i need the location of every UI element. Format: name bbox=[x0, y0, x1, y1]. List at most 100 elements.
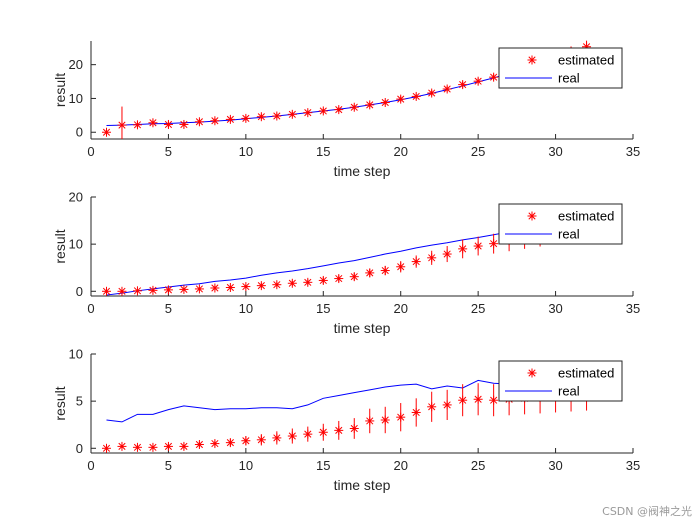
data-point-estimated bbox=[334, 274, 344, 284]
x-axis-label: time step bbox=[334, 163, 391, 179]
data-point-estimated bbox=[318, 106, 328, 116]
data-point-estimated bbox=[272, 280, 282, 290]
legend: estimated real bbox=[498, 360, 623, 402]
data-point-estimated bbox=[349, 272, 359, 282]
data-point-estimated bbox=[101, 443, 111, 453]
data-point-estimated bbox=[442, 84, 452, 94]
data-point-estimated bbox=[380, 266, 390, 276]
data-point-estimated bbox=[303, 277, 313, 287]
data-point-estimated bbox=[349, 102, 359, 112]
x-tick-label: 20 bbox=[393, 144, 407, 159]
y-tick-label: 0 bbox=[76, 284, 83, 299]
data-point-estimated bbox=[396, 94, 406, 104]
legend-label-real: real bbox=[558, 384, 580, 399]
data-point-estimated bbox=[489, 395, 499, 405]
x-tick-label: 35 bbox=[626, 301, 640, 316]
y-tick-label: 10 bbox=[69, 91, 83, 106]
data-point-estimated bbox=[194, 117, 204, 127]
legend-box bbox=[498, 360, 623, 402]
legend: estimated real bbox=[498, 47, 623, 89]
data-point-estimated bbox=[303, 108, 313, 118]
x-tick-label: 15 bbox=[316, 458, 330, 473]
x-tick-label: 20 bbox=[393, 458, 407, 473]
data-point-estimated bbox=[458, 244, 468, 254]
legend-label-estimated: estimated bbox=[558, 366, 614, 381]
data-point-estimated bbox=[427, 253, 437, 263]
x-tick-label: 15 bbox=[316, 301, 330, 316]
data-point-estimated bbox=[132, 120, 142, 130]
data-point-estimated bbox=[489, 239, 499, 249]
legend-marker-estimated bbox=[527, 368, 537, 378]
y-tick-label: 20 bbox=[69, 190, 83, 205]
x-tick-label: 35 bbox=[626, 144, 640, 159]
y-tick-label: 10 bbox=[69, 237, 83, 252]
data-point-estimated bbox=[318, 427, 328, 437]
data-point-estimated bbox=[287, 431, 297, 441]
data-point-estimated bbox=[427, 402, 437, 412]
data-point-estimated bbox=[225, 283, 235, 293]
y-tick-label: 10 bbox=[69, 347, 83, 362]
legend-label-real: real bbox=[558, 71, 580, 86]
data-point-estimated bbox=[117, 441, 127, 451]
data-point-estimated bbox=[132, 286, 142, 296]
data-point-estimated bbox=[458, 80, 468, 90]
data-point-estimated bbox=[318, 275, 328, 285]
data-point-estimated bbox=[272, 111, 282, 121]
y-tick-label: 0 bbox=[76, 441, 83, 456]
x-tick-label: 0 bbox=[87, 458, 94, 473]
data-point-estimated bbox=[256, 435, 266, 445]
legend-marker-estimated bbox=[527, 55, 537, 65]
x-tick-label: 35 bbox=[626, 458, 640, 473]
data-point-estimated bbox=[210, 439, 220, 449]
y-tick-label: 0 bbox=[76, 125, 83, 140]
data-point-estimated bbox=[334, 425, 344, 435]
legend-label-estimated: estimated bbox=[558, 53, 614, 68]
data-point-estimated bbox=[334, 105, 344, 115]
y-axis-label: result bbox=[52, 73, 68, 107]
data-point-estimated bbox=[442, 400, 452, 410]
subplot-3: 0 5 10 15 20 25 30 35 0 5 10 time step result estimat… bbox=[52, 347, 640, 494]
data-point-estimated bbox=[365, 268, 375, 278]
data-point-estimated bbox=[148, 118, 158, 128]
legend-label-estimated: estimated bbox=[558, 209, 614, 224]
data-point-estimated bbox=[458, 395, 468, 405]
data-point-estimated bbox=[303, 429, 313, 439]
x-tick-label: 0 bbox=[87, 144, 94, 159]
y-tick-label: 20 bbox=[69, 57, 83, 72]
data-point-estimated bbox=[179, 441, 189, 451]
data-point-estimated bbox=[163, 119, 173, 129]
data-point-estimated bbox=[163, 441, 173, 451]
legend-box bbox=[498, 47, 623, 89]
legend: estimated real bbox=[498, 203, 623, 245]
x-tick-label: 10 bbox=[239, 458, 253, 473]
y-axis-label: result bbox=[52, 229, 68, 263]
x-tick-label: 10 bbox=[239, 301, 253, 316]
data-point-estimated bbox=[473, 76, 483, 86]
legend-marker-estimated bbox=[527, 211, 537, 221]
data-point-estimated bbox=[411, 257, 421, 267]
data-point-estimated bbox=[256, 112, 266, 122]
data-point-estimated bbox=[163, 285, 173, 295]
data-point-estimated bbox=[411, 407, 421, 417]
x-tick-label: 30 bbox=[548, 301, 562, 316]
data-point-estimated bbox=[287, 278, 297, 288]
data-point-estimated bbox=[210, 116, 220, 126]
y-axis-label: result bbox=[52, 386, 68, 420]
x-tick-label: 30 bbox=[548, 144, 562, 159]
data-point-estimated bbox=[349, 423, 359, 433]
x-tick-label: 25 bbox=[471, 458, 485, 473]
x-axis-label: time step bbox=[334, 477, 391, 493]
data-point-estimated bbox=[473, 394, 483, 404]
data-point-estimated bbox=[427, 88, 437, 98]
data-point-estimated bbox=[287, 109, 297, 119]
data-point-estimated bbox=[194, 284, 204, 294]
legend-label-real: real bbox=[558, 227, 580, 242]
legend-box bbox=[498, 203, 623, 245]
data-point-estimated bbox=[225, 114, 235, 124]
data-point-estimated bbox=[179, 119, 189, 129]
x-tick-label: 5 bbox=[165, 458, 172, 473]
data-point-estimated bbox=[101, 127, 111, 137]
